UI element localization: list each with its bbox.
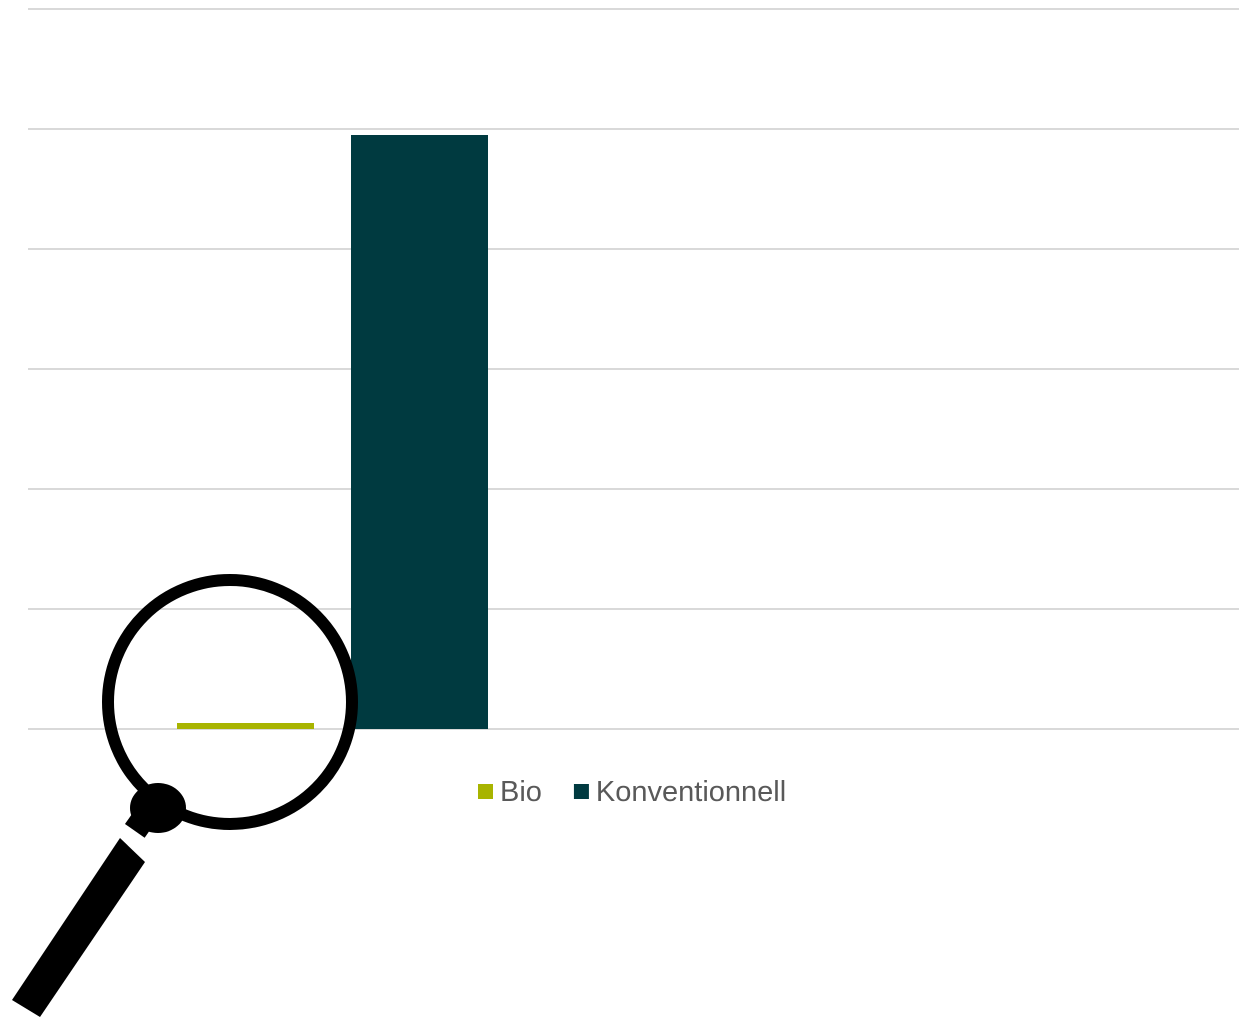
bar-bio	[177, 723, 314, 729]
magnifier-lens	[102, 574, 358, 830]
legend: Bio Konventionnell	[478, 776, 786, 808]
bars	[177, 135, 488, 729]
legend-label-bio: Bio	[500, 776, 542, 808]
legend-swatch-konventionnell	[573, 784, 589, 799]
legend-label-konventionnell: Konventionnell	[596, 776, 786, 808]
magnifying-glass-icon	[12, 574, 358, 1017]
legend-swatch-bio	[478, 784, 493, 799]
magnifier-handle	[12, 838, 145, 1017]
bar-konventionnell	[351, 135, 488, 729]
gridlines	[28, 8, 1239, 730]
